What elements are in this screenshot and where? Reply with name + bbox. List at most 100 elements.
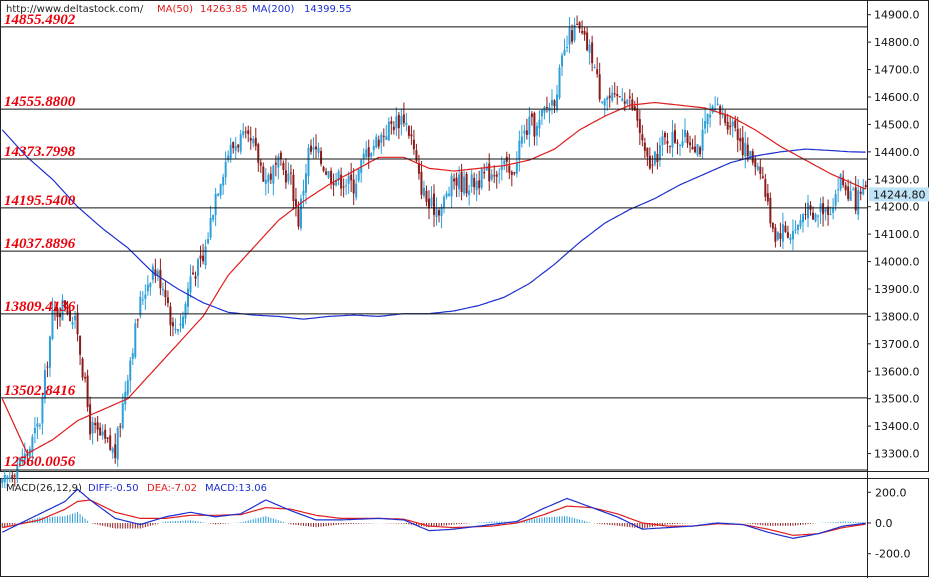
candle-down <box>109 435 112 450</box>
candle-up <box>405 122 408 125</box>
candle-up <box>520 136 523 144</box>
candle-up <box>731 121 734 127</box>
candle-up <box>611 92 614 101</box>
candle-up <box>355 183 358 198</box>
current-price-value: 14244.80 <box>873 188 926 201</box>
price-tick-label: 13900.0 <box>874 283 920 296</box>
candle-up <box>540 110 543 117</box>
candle-up <box>307 147 310 177</box>
candle-down <box>613 93 616 95</box>
candle-up <box>543 107 546 113</box>
candle-down <box>586 32 589 51</box>
candle-down <box>390 121 393 124</box>
candle-up <box>370 153 373 157</box>
candle-down <box>736 128 739 141</box>
candle-down <box>282 162 285 170</box>
candle-up <box>684 129 687 137</box>
candle-down <box>412 139 415 150</box>
price-tick-label: 14800.0 <box>874 36 920 49</box>
candle-down <box>465 173 468 194</box>
candle-up <box>23 453 26 461</box>
candle-down <box>169 306 172 326</box>
candle-down <box>56 308 59 318</box>
price-tick-label: 13700.0 <box>874 338 920 351</box>
candle-up <box>8 476 11 480</box>
candle-down <box>530 113 533 118</box>
macd-tick-label: 200.0 <box>875 486 907 499</box>
candle-up <box>561 55 564 67</box>
candle-up <box>267 175 270 183</box>
candle-up <box>523 130 526 134</box>
candle-up <box>224 161 227 178</box>
candle-down <box>646 147 649 157</box>
candle-down <box>571 30 574 42</box>
candle-up <box>227 155 230 161</box>
candle-up <box>327 171 330 178</box>
candle-up <box>535 125 538 136</box>
ma50-value: 14263.85 <box>200 4 248 15</box>
candle-up <box>71 321 74 325</box>
candle-down <box>84 377 87 379</box>
candle-down <box>608 95 611 99</box>
level-label: 14555.8800 <box>4 94 76 110</box>
candle-down <box>297 209 300 227</box>
ma50-label: MA(50) <box>157 4 193 15</box>
candle-up <box>189 276 192 293</box>
candle-down <box>859 191 862 194</box>
level-label: 14037.8896 <box>4 236 76 252</box>
candle-up <box>121 403 124 428</box>
candle-down <box>46 366 49 368</box>
candle-up <box>744 142 747 157</box>
candle-up <box>312 146 315 151</box>
candle-up <box>204 246 207 266</box>
candle-down <box>69 310 72 322</box>
candle-up <box>661 136 664 146</box>
candle-up <box>837 189 840 191</box>
candle-down <box>553 100 556 107</box>
source-url[interactable]: http://www.deltastock.com/ <box>6 4 144 15</box>
candle-up <box>302 190 305 196</box>
candle-up <box>603 99 606 106</box>
candle-up <box>304 173 307 193</box>
candle-up <box>134 323 137 357</box>
ma200-line <box>1 129 866 320</box>
candle-down <box>643 142 646 151</box>
candle-up <box>345 185 348 187</box>
candle-down <box>114 444 117 459</box>
candle-down <box>694 146 697 153</box>
candle-down <box>488 163 491 182</box>
candle-up <box>6 476 9 478</box>
candle-up <box>749 150 752 159</box>
candle-down <box>668 145 671 147</box>
candle-up <box>272 165 275 184</box>
level-label: 13502.8416 <box>4 383 76 399</box>
candle-down <box>94 423 97 426</box>
candle-down <box>53 308 56 311</box>
candle-up <box>3 474 6 482</box>
candle-down <box>460 171 463 192</box>
candle-down <box>350 174 353 181</box>
level-label: 14373.7998 <box>4 144 76 160</box>
candle-down <box>76 312 79 335</box>
candle-down <box>786 232 789 238</box>
candle-down <box>96 422 99 430</box>
candle-up <box>435 208 438 217</box>
candle-down <box>812 212 815 220</box>
candle-down <box>322 167 325 171</box>
candle-down <box>294 199 297 207</box>
candle-down <box>79 335 82 355</box>
candle-down <box>159 269 162 289</box>
price-tick-label: 14200.0 <box>874 201 920 214</box>
candle-up <box>716 103 719 105</box>
candle-down <box>764 178 767 197</box>
candle-down <box>759 166 762 174</box>
candle-down <box>26 454 29 456</box>
candle-up <box>794 229 797 231</box>
candle-up <box>219 184 222 196</box>
candle-up <box>606 97 609 100</box>
macd-dea-text: DEA:-7.02 <box>147 483 197 494</box>
candle-down <box>525 130 528 135</box>
candle-up <box>852 189 855 191</box>
candle-up <box>563 49 566 56</box>
candle-up <box>299 198 302 229</box>
